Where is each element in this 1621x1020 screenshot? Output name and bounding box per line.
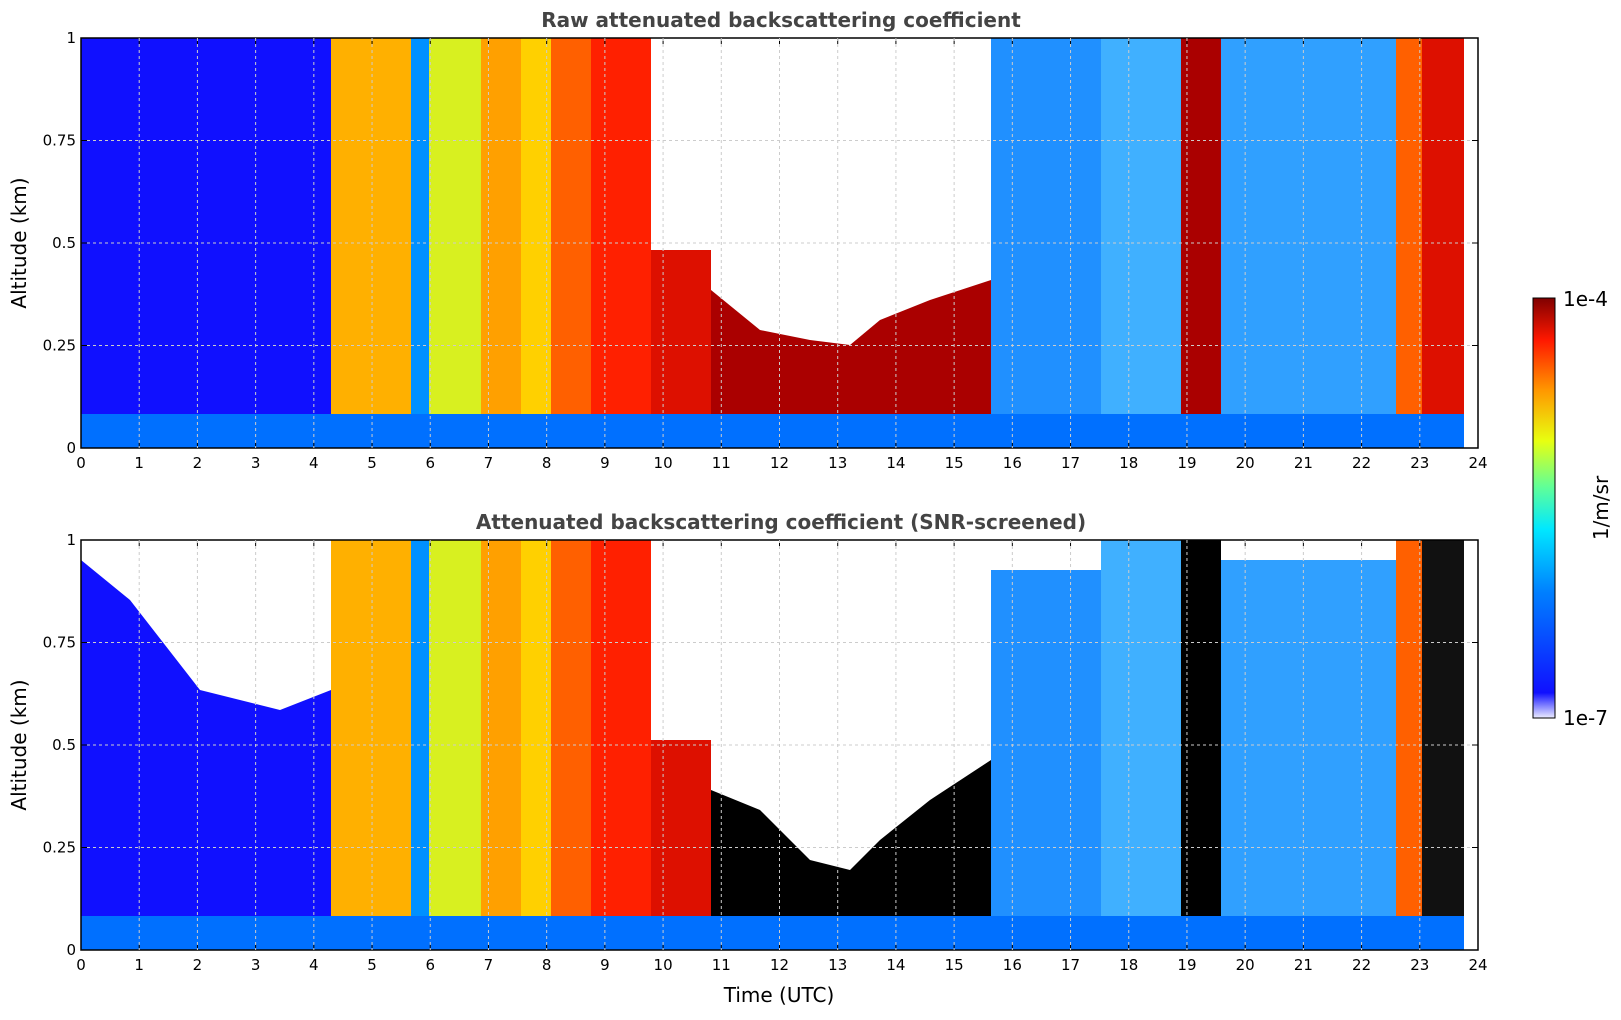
x-tick-label: 0 [76, 454, 86, 472]
y-tick-label: 0.25 [43, 839, 76, 857]
x-tick-label: 22 [1352, 956, 1371, 974]
colorbar-min-label: 1e-7 [1563, 706, 1608, 730]
x-tick-label: 0 [76, 956, 86, 974]
x-tick-label: 20 [1236, 956, 1255, 974]
x-tick-label: 20 [1236, 454, 1255, 472]
x-tick-label: 10 [654, 454, 673, 472]
y-axis: 0 0.25 0.5 0.75 1 [43, 531, 1478, 959]
panel-title: Raw attenuated backscattering coefficien… [541, 8, 1021, 32]
x-tick-label: 1 [134, 454, 144, 472]
y-axis-label: Altitude (km) [7, 177, 31, 308]
colorbar-max-label: 1e-4 [1563, 287, 1608, 311]
x-tick-label: 16 [1003, 956, 1022, 974]
y-tick-label: 0.5 [52, 234, 76, 252]
x-tick-label: 11 [712, 956, 731, 974]
x-tick-label: 5 [367, 956, 377, 974]
x-axis: 0 1 2 3 4 5 6 7 8 9 10 11 12 13 14 15 16 17 18 19 20 21 22 23 24 [76, 540, 1488, 974]
y-tick-label: 1 [66, 29, 76, 47]
y-tick-label: 0.75 [43, 634, 76, 652]
x-tick-label: 12 [770, 956, 789, 974]
x-tick-label: 9 [600, 956, 610, 974]
colorbar-label: 1/m/sr [1589, 475, 1613, 540]
x-tick-label: 13 [828, 956, 847, 974]
x-tick-label: 2 [193, 956, 203, 974]
x-tick-label: 24 [1468, 956, 1487, 974]
x-tick-label: 17 [1061, 956, 1080, 974]
x-tick-label: 4 [309, 956, 319, 974]
x-tick-label: 5 [367, 454, 377, 472]
x-tick-label: 7 [484, 454, 494, 472]
x-tick-label: 19 [1177, 454, 1196, 472]
x-tick-label: 6 [425, 454, 435, 472]
x-tick-label: 16 [1003, 454, 1022, 472]
x-tick-label: 11 [712, 454, 731, 472]
x-tick-label: 18 [1119, 454, 1138, 472]
x-tick-label: 6 [425, 956, 435, 974]
panel-raw: Raw attenuated backscattering coefficien… [7, 8, 1488, 472]
y-axis-label: Altitude (km) [7, 679, 31, 810]
colorbar-gradient [1532, 297, 1556, 719]
x-axis: 0 1 2 3 4 5 6 7 8 9 10 11 12 13 14 15 16 17 18 19 20 21 22 23 24 [76, 38, 1488, 472]
x-tick-label: 12 [770, 454, 789, 472]
x-tick-label: 17 [1061, 454, 1080, 472]
x-tick-label: 13 [828, 454, 847, 472]
x-tick-label: 2 [193, 454, 203, 472]
x-tick-label: 14 [886, 454, 905, 472]
y-tick-label: 0.75 [43, 132, 76, 150]
x-tick-label: 7 [484, 956, 494, 974]
y-axis: 0 0.25 0.5 0.75 1 [43, 29, 1478, 457]
x-tick-label: 3 [251, 956, 261, 974]
x-tick-label: 1 [134, 956, 144, 974]
x-tick-label: 14 [886, 956, 905, 974]
x-tick-label: 24 [1468, 454, 1487, 472]
y-tick-label: 0 [66, 439, 76, 457]
panel-title: Attenuated backscattering coefficient (S… [476, 510, 1086, 534]
x-tick-label: 9 [600, 454, 610, 472]
x-tick-label: 23 [1410, 454, 1429, 472]
x-axis-label: Time (UTC) [723, 983, 835, 1007]
x-tick-label: 23 [1410, 956, 1429, 974]
x-tick-label: 8 [542, 454, 552, 472]
x-tick-label: 21 [1294, 454, 1313, 472]
x-tick-label: 4 [309, 454, 319, 472]
x-tick-label: 10 [654, 956, 673, 974]
y-tick-label: 0 [66, 941, 76, 959]
y-tick-label: 0.25 [43, 337, 76, 355]
y-tick-label: 1 [66, 531, 76, 549]
x-tick-label: 19 [1177, 956, 1196, 974]
x-tick-label: 18 [1119, 956, 1138, 974]
y-tick-label: 0.5 [52, 736, 76, 754]
panel-snr-screened: Attenuated backscattering coefficient (S… [7, 510, 1488, 1007]
x-tick-label: 3 [251, 454, 261, 472]
colorbar: 1e-4 1e-7 1/m/sr [1532, 287, 1613, 730]
x-tick-label: 8 [542, 956, 552, 974]
x-tick-label: 22 [1352, 454, 1371, 472]
x-tick-label: 15 [945, 454, 964, 472]
x-tick-label: 15 [945, 956, 964, 974]
x-tick-label: 21 [1294, 956, 1313, 974]
